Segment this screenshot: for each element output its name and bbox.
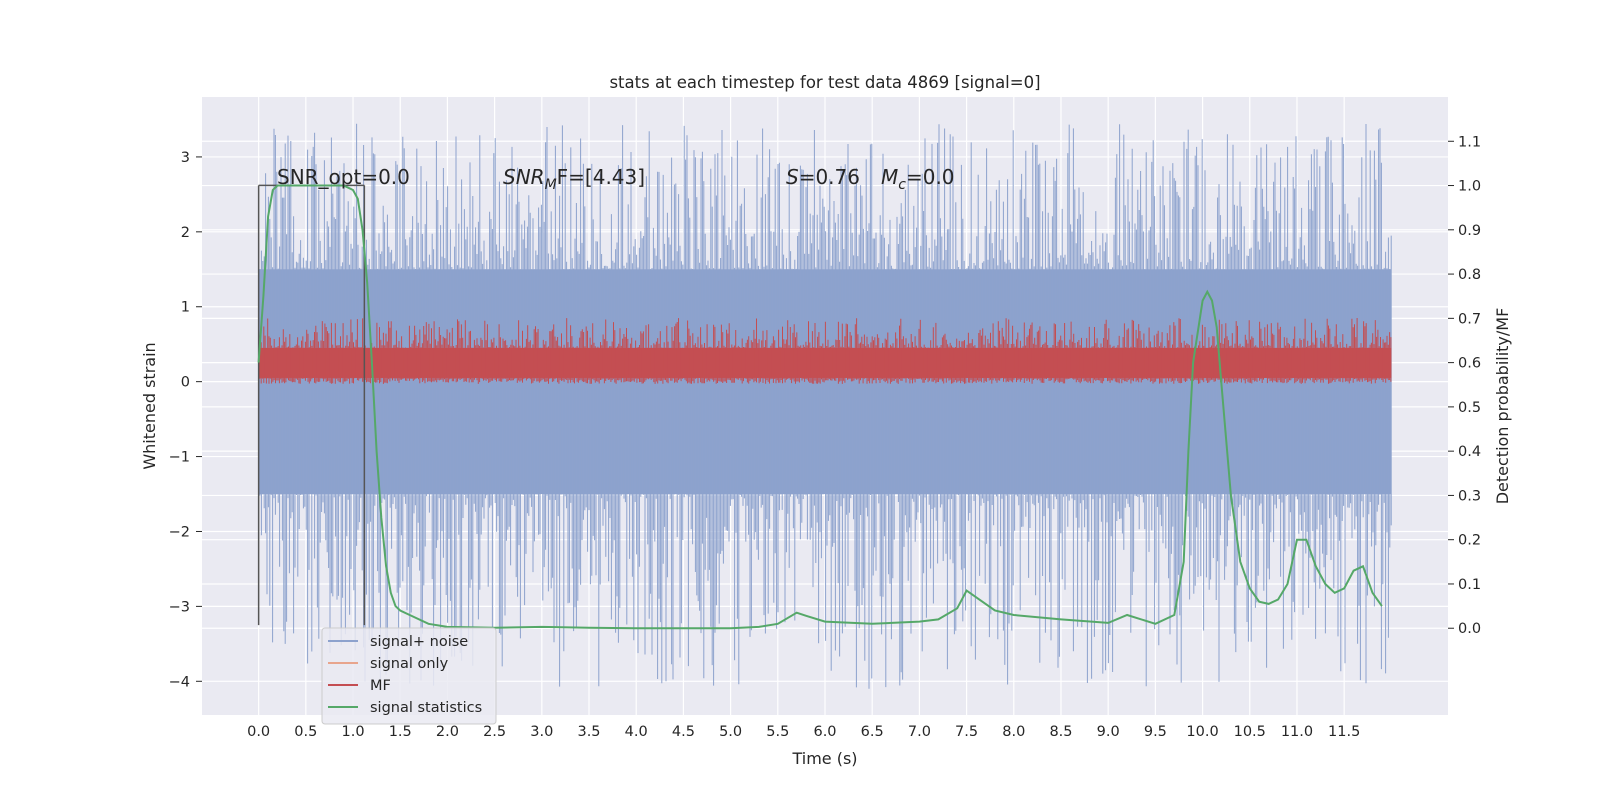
legend-label-mf: MF <box>370 678 391 694</box>
x-tick-2.0: 2.0 <box>436 724 459 740</box>
annotation-snr-opt: SNR_opt=0.0 <box>277 165 410 189</box>
x-tick-0.0: 0.0 <box>247 724 270 740</box>
right-y-tick-0.7: 0.7 <box>1458 311 1481 327</box>
annotation-mc: Mc=0.0 <box>881 165 955 193</box>
x-tick-3.5: 3.5 <box>577 724 600 740</box>
x-tick-1.0: 1.0 <box>341 724 364 740</box>
right-y-tick-0.1: 0.1 <box>1458 577 1481 593</box>
legend-label-signal-only: signal only <box>370 656 449 672</box>
legend-box <box>321 627 497 725</box>
snr-mf-rest: F=[4.43] <box>557 165 645 189</box>
right-y-tick-0.4: 0.4 <box>1458 444 1481 460</box>
s-main: S <box>786 165 799 189</box>
x-tick-2.5: 2.5 <box>483 724 506 740</box>
left-y-tick-3: 3 <box>181 150 190 166</box>
left-y-tick-−4: −4 <box>169 674 190 690</box>
left-y-tick-−1: −1 <box>169 450 190 466</box>
s-rest: =0.76 <box>799 165 860 189</box>
x-tick-8.5: 8.5 <box>1049 724 1072 740</box>
x-tick-8.0: 8.0 <box>1002 724 1025 740</box>
mc-rest: =0.0 <box>906 165 955 189</box>
right-y-tick-1.1: 1.1 <box>1458 134 1481 150</box>
legend-label-signal-statistics: signal statistics <box>370 700 482 716</box>
x-tick-6.5: 6.5 <box>861 724 884 740</box>
x-axis-label: Time (s) <box>791 749 857 768</box>
right-y-tick-labels: 0.0 0.1 0.2 0.3 0.4 0.5 0.6 0.7 0.8 0.9 1.0 1.1 <box>1448 134 1481 637</box>
left-y-tick-2: 2 <box>181 225 190 241</box>
chart-title: stats at each timestep for test data 486… <box>609 73 1040 92</box>
x-tick-5.5: 5.5 <box>766 724 789 740</box>
annotation-snr-mf: SNRMF=[4.43] <box>503 165 645 193</box>
x-tick-9.5: 9.5 <box>1144 724 1167 740</box>
left-y-tick-−2: −2 <box>169 524 190 540</box>
right-y-tick-0.9: 0.9 <box>1458 223 1481 239</box>
right-y-tick-0.2: 0.2 <box>1458 533 1481 549</box>
legend: signal+ noise signal only MF signal stat… <box>321 627 497 725</box>
signal-statistics-line <box>257 184 1383 630</box>
x-tick-labels: 0.0 0.5 1.0 1.5 2.0 2.5 3.0 3.5 4.0 4.5 5.0 5.5 6.0 6… <box>247 724 1360 740</box>
x-tick-1.5: 1.5 <box>389 724 412 740</box>
x-tick-4.0: 4.0 <box>625 724 648 740</box>
x-tick-6.0: 6.0 <box>813 724 836 740</box>
right-y-tick-0.6: 0.6 <box>1458 356 1481 372</box>
right-y-tick-1.0: 1.0 <box>1458 179 1481 195</box>
mc-sub: c <box>898 177 906 193</box>
x-tick-7.0: 7.0 <box>908 724 931 740</box>
right-y-tick-0.8: 0.8 <box>1458 267 1481 283</box>
right-y-tick-0.5: 0.5 <box>1458 400 1481 416</box>
right-y-tick-0.3: 0.3 <box>1458 488 1481 504</box>
x-tick-4.5: 4.5 <box>672 724 695 740</box>
annotation-s: S=0.76 <box>786 165 860 189</box>
x-tick-11.0: 11.0 <box>1281 724 1313 740</box>
snr-mf-sub: M <box>545 177 557 193</box>
legend-label-signal-noise: signal+ noise <box>370 634 468 650</box>
left-y-tick-labels: −4 −3 −2 −1 0 1 2 3 <box>169 150 202 690</box>
left-y-axis-label: Whitened strain <box>140 342 159 469</box>
left-y-tick-1: 1 <box>181 300 190 316</box>
x-tick-0.5: 0.5 <box>294 724 317 740</box>
right-y-axis-label: Detection probability/MF <box>1493 308 1512 505</box>
x-tick-10.0: 10.0 <box>1186 724 1218 740</box>
left-y-tick-0: 0 <box>181 375 190 391</box>
snr-mf-main: SNR <box>503 165 545 189</box>
left-y-tick-−3: −3 <box>169 599 190 615</box>
x-tick-5.0: 5.0 <box>719 724 742 740</box>
x-tick-10.5: 10.5 <box>1234 724 1266 740</box>
x-tick-9.0: 9.0 <box>1097 724 1120 740</box>
x-tick-3.0: 3.0 <box>530 724 553 740</box>
right-y-tick-0.0: 0.0 <box>1458 621 1481 637</box>
x-tick-7.5: 7.5 <box>955 724 978 740</box>
mc-main: M <box>881 165 898 189</box>
x-tick-11.5: 11.5 <box>1328 724 1360 740</box>
